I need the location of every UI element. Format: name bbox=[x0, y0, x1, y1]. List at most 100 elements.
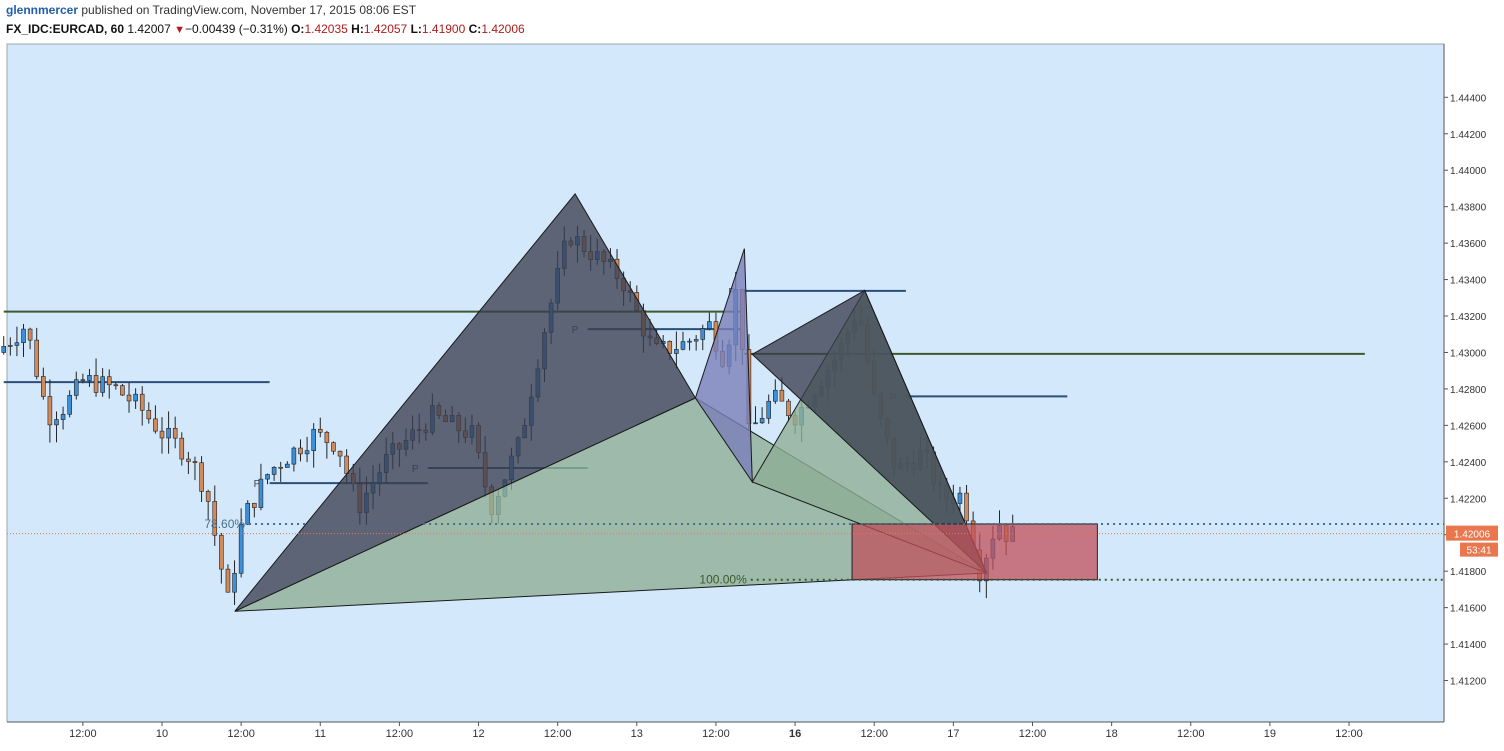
candle-down bbox=[219, 534, 224, 570]
candle-up bbox=[54, 419, 59, 426]
y-tick-label: 1.42200 bbox=[1450, 494, 1487, 505]
x-tick-label: 12:00 bbox=[69, 728, 97, 740]
candle-down bbox=[47, 396, 53, 426]
candle-down bbox=[80, 379, 86, 382]
symbol-label[interactable]: FX_IDC:EURCAD, 60 bbox=[6, 22, 125, 36]
candle-up bbox=[693, 339, 699, 342]
y-tick-label: 1.42800 bbox=[1450, 385, 1487, 396]
candle-up bbox=[258, 478, 264, 508]
y-tick-label: 1.44400 bbox=[1450, 93, 1487, 104]
candle-up bbox=[238, 523, 244, 574]
candle-up bbox=[753, 422, 758, 425]
y-tick-label: 1.43600 bbox=[1450, 239, 1487, 250]
candle-down bbox=[298, 447, 303, 455]
candle-down bbox=[179, 437, 185, 460]
candle-up bbox=[265, 474, 270, 480]
candle-up bbox=[773, 389, 778, 402]
y-tick-label: 1.41800 bbox=[1450, 567, 1487, 578]
current-price-tag bbox=[1446, 525, 1498, 541]
dark-pattern-triangle bbox=[751, 289, 988, 574]
fib-level-label: 78.60% bbox=[204, 517, 245, 531]
candle-up bbox=[232, 572, 237, 593]
candle-up bbox=[245, 502, 251, 525]
candle-up bbox=[687, 340, 692, 343]
candle-down bbox=[34, 339, 39, 377]
candle-up bbox=[700, 328, 706, 340]
x-tick-label: 12:00 bbox=[860, 728, 888, 740]
candle-down bbox=[337, 450, 343, 457]
candle-up bbox=[73, 379, 79, 396]
y-tick-label: 1.44000 bbox=[1450, 166, 1487, 177]
candle-up bbox=[707, 321, 712, 329]
candle-down bbox=[225, 568, 231, 593]
candle-down bbox=[344, 455, 349, 474]
close-label: C: bbox=[468, 22, 482, 36]
candle-down bbox=[113, 384, 119, 387]
candle-down bbox=[41, 376, 46, 397]
low-label: L: bbox=[410, 22, 422, 36]
candle-down bbox=[252, 502, 257, 508]
x-tick-label: 11 bbox=[315, 728, 326, 740]
y-tick-label: 1.41400 bbox=[1450, 640, 1487, 651]
candle-down bbox=[199, 462, 204, 492]
candle-up bbox=[766, 400, 771, 419]
x-tick-label: 16 bbox=[789, 728, 801, 740]
x-tick-label: 12:00 bbox=[1335, 728, 1363, 740]
candle-up bbox=[14, 342, 20, 346]
candle-up bbox=[957, 492, 963, 504]
y-tick-label: 1.42400 bbox=[1450, 458, 1487, 469]
target-zone bbox=[851, 523, 1098, 581]
x-tick-label: 19 bbox=[1264, 728, 1276, 740]
candle-down bbox=[139, 393, 145, 411]
x-tick-label: 12:00 bbox=[386, 728, 414, 740]
candle-down bbox=[331, 442, 336, 452]
candle-down bbox=[786, 400, 791, 417]
candle-down bbox=[172, 427, 178, 439]
price-change: −0.00439 (−0.31%) bbox=[185, 22, 288, 36]
price-axis bbox=[1444, 44, 1504, 722]
candle-down bbox=[667, 341, 673, 354]
candle-down bbox=[324, 431, 330, 443]
candle-down bbox=[212, 501, 218, 536]
candle-down bbox=[126, 394, 132, 402]
close-value: 1.42006 bbox=[481, 22, 525, 36]
y-tick-label: 1.42600 bbox=[1450, 421, 1487, 432]
candle-down bbox=[106, 376, 112, 386]
published-text: published on TradingView.com, November 1… bbox=[78, 3, 417, 17]
publish-header: glennmercer published on TradingView.com… bbox=[6, 3, 416, 17]
countdown-label: 53:41 bbox=[1466, 546, 1491, 557]
high-label: H: bbox=[351, 22, 364, 36]
y-tick-label: 1.43800 bbox=[1450, 203, 1487, 214]
pivot-label: P bbox=[254, 479, 261, 490]
target-zone-rect bbox=[851, 523, 1098, 581]
candle-down bbox=[278, 466, 283, 469]
candle-up bbox=[304, 450, 310, 455]
candle-up bbox=[166, 427, 171, 439]
y-tick-label: 1.43000 bbox=[1450, 348, 1487, 359]
x-tick-label: 12:00 bbox=[227, 728, 255, 740]
candle-down bbox=[153, 418, 158, 432]
candle-up bbox=[60, 413, 66, 420]
axes: 1.44400 1.44200 1.44000 1.43800 1.43600 1.434… bbox=[0, 44, 1504, 751]
low-value: 1.41900 bbox=[421, 22, 466, 36]
x-tick-label: 10 bbox=[156, 728, 168, 740]
candle-down bbox=[120, 385, 125, 396]
candle-down bbox=[192, 461, 198, 464]
fib-level-label: 100.00% bbox=[699, 573, 747, 587]
time-axis bbox=[0, 722, 1504, 751]
purple-pattern-triangle bbox=[694, 248, 753, 484]
candle-up bbox=[87, 375, 92, 381]
y-tick-label: 1.41600 bbox=[1450, 604, 1487, 615]
open-value: 1.42035 bbox=[304, 22, 348, 36]
candle-up bbox=[291, 447, 297, 465]
candle-up bbox=[133, 393, 138, 402]
x-tick-label: 17 bbox=[947, 728, 959, 740]
candle-down bbox=[964, 492, 969, 522]
candle-up bbox=[8, 345, 13, 347]
author-link[interactable]: glennmercer bbox=[6, 3, 79, 17]
x-tick-label: 12:00 bbox=[544, 728, 572, 740]
candle-up bbox=[759, 418, 765, 424]
x-tick-label: 12:00 bbox=[1177, 728, 1205, 740]
x-tick-label: 12 bbox=[472, 728, 484, 740]
